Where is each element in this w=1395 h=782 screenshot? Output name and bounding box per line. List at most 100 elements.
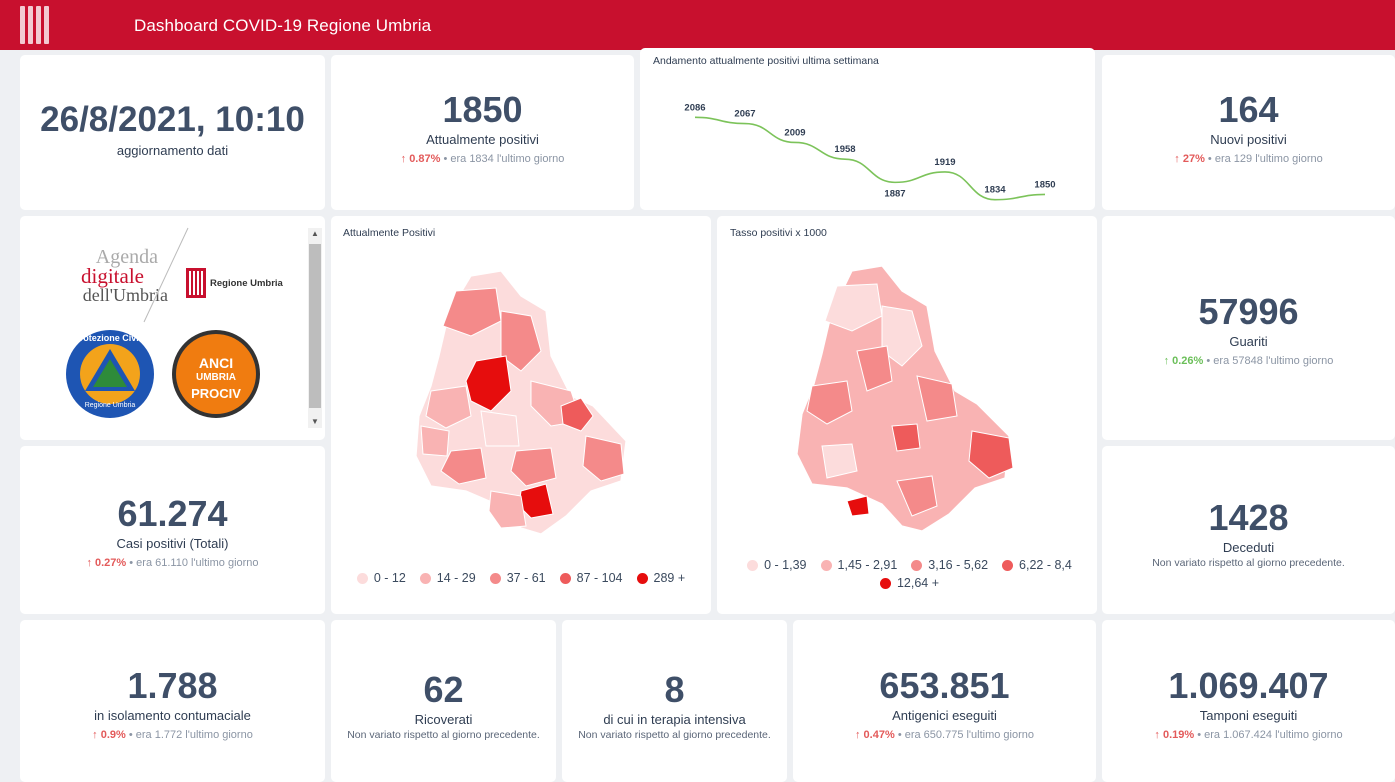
map2-legend: 0 - 1,39 1,45 - 2,91 3,16 - 5,62 6,22 - 8,4… — [737, 558, 1082, 590]
map2-legend-item[interactable]: 6,22 - 8,4 — [1002, 558, 1072, 572]
legend-swatch-icon — [747, 559, 759, 571]
regione-umbria-logo[interactable]: Regione Umbria — [186, 268, 283, 298]
antigenici-value: 653.851 — [879, 665, 1010, 706]
logo-divider — [143, 227, 189, 323]
positivi-note: • era 1834 l'ultimo giorno — [443, 153, 565, 165]
legend-swatch-icon — [911, 559, 923, 571]
scroll-down-icon[interactable]: ▼ — [311, 417, 319, 426]
antigenici-note: • era 650.775 l'ultimo giorno — [897, 729, 1035, 741]
intensiva-label: di cui in terapia intensiva — [603, 712, 746, 727]
legend-label: 37 - 61 — [506, 571, 546, 585]
scroll-thumb[interactable] — [309, 244, 321, 408]
ricoverati-card: 62 Ricoverati Non variato rispetto al gi… — [331, 620, 556, 782]
nuovi-value: 164 — [1218, 89, 1279, 130]
trend-data-label: 1834 — [984, 185, 1006, 196]
tamponi-note: • era 1.067.424 l'ultimo giorno — [1197, 729, 1343, 741]
guariti-card: 57996 Guariti ↑ 0.26% • era 57848 l'ulti… — [1102, 216, 1395, 440]
casi-label: Casi positivi (Totali) — [116, 536, 229, 551]
map2-legend-item[interactable]: 12,64 + — [879, 576, 940, 590]
agenda-word: Agenda — [95, 246, 158, 268]
anci-umbria-text: UMBRIA — [196, 372, 236, 383]
protezione-civile-logo[interactable]: Protezione Civile Regione Umbria — [65, 329, 155, 419]
anci-umbria-prociv-logo[interactable]: ANCI UMBRIA PROCIV — [171, 329, 261, 419]
map1-legend-item[interactable]: 14 - 29 — [419, 571, 476, 585]
regione-umbria-text: Regione Umbria — [210, 277, 283, 289]
regione-umbria-logo-icon[interactable] — [20, 6, 50, 44]
legend-label: 14 - 29 — [436, 571, 476, 585]
deceduti-value: 1428 — [1208, 497, 1289, 538]
intensiva-card: 8 di cui in terapia intensiva Non variat… — [562, 620, 787, 782]
app-title: Dashboard COVID-19 Regione Umbria — [134, 16, 432, 35]
intensiva-sub: Non variato rispetto al giorno precedent… — [578, 729, 771, 741]
legend-swatch-icon — [356, 572, 368, 584]
trend-series-line — [694, 116, 1046, 201]
update-card: 26/8/2021, 10:10 aggiornamento dati — [20, 55, 325, 210]
isolamento-value: 1.788 — [127, 665, 218, 706]
legend-swatch-icon — [879, 577, 891, 589]
digitale-word: digitale — [81, 264, 144, 288]
map-attualmente-positivi-card: Attualmente Positivi 0 - 12 14 - 29 37 - 6… — [331, 216, 711, 614]
map-tasso-positivi-card: Tasso positivi x 1000 0 - 1,39 1,45 - 2,9… — [717, 216, 1097, 614]
dellumbria-word: dell'Umbria — [82, 285, 168, 305]
positivi-value: 1850 — [442, 89, 523, 130]
casi-note: • era 61.110 l'ultimo giorno — [129, 557, 259, 569]
update-label: aggiornamento dati — [116, 143, 229, 158]
guariti-label: Guariti — [1229, 334, 1268, 349]
tamponi-value: 1.069.407 — [1168, 665, 1329, 706]
trend-chart-card: Andamento attualmente positivi ultima se… — [640, 48, 1095, 210]
map2-legend-item[interactable]: 3,16 - 5,62 — [911, 558, 988, 572]
tamponi-change: ↑ 0.19% • era 1.067.424 l'ultimo giorno — [1102, 729, 1395, 741]
map2-legend-item[interactable]: 0 - 1,39 — [747, 558, 807, 572]
scroll-up-icon[interactable]: ▲ — [311, 229, 319, 238]
trend-data-label: 1919 — [934, 157, 955, 168]
positivi-pct: 0.87% — [409, 153, 441, 165]
deceduti-label: Deceduti — [1222, 540, 1275, 555]
agenda-digitale-logo[interactable]: Agenda digitale dell'Umbria — [36, 246, 168, 308]
trend-line-chart[interactable]: 2086 2067 2009 1958 1887 1919 1834 1850 — [640, 48, 1095, 210]
nuovi-card: 164 Nuovi positivi ↑ 27% • era 129 l'ult… — [1102, 55, 1395, 210]
map1-legend-item[interactable]: 37 - 61 — [489, 571, 546, 585]
antigenici-change: ↑ 0.47% • era 650.775 l'ultimo giorno — [793, 729, 1096, 741]
map1-legend-item[interactable]: 87 - 104 — [559, 571, 623, 585]
legend-swatch-icon — [1002, 559, 1014, 571]
arrow-up-icon: ↑ — [1163, 355, 1170, 367]
umbria-choropleth-map-positivi[interactable] — [331, 216, 711, 614]
trend-data-label: 2067 — [734, 109, 755, 120]
deceduti-card: 1428 Deceduti Non variato rispetto al gi… — [1102, 446, 1395, 614]
legend-label: 1,45 - 2,91 — [837, 558, 898, 572]
nuovi-pct: 27% — [1182, 153, 1205, 165]
isolamento-label: in isolamento contumaciale — [94, 708, 251, 723]
umbria-choropleth-map-tasso[interactable] — [717, 216, 1097, 614]
ricoverati-value: 62 — [423, 669, 464, 710]
positivi-label: Attualmente positivi — [426, 132, 539, 147]
casi-pct: 0.27% — [95, 557, 127, 569]
top-bar: Dashboard COVID-19 Regione Umbria — [0, 0, 1395, 50]
isolamento-change: ↑ 0.9% • era 1.772 l'ultimo giorno — [20, 729, 325, 741]
tamponi-label: Tamponi eseguiti — [1199, 708, 1298, 723]
legend-swatch-icon — [820, 559, 832, 571]
isolamento-note: • era 1.772 l'ultimo giorno — [128, 729, 253, 741]
legend-label: 0 - 12 — [373, 571, 406, 585]
anci-text: ANCI — [198, 355, 234, 371]
trend-chart-title: Andamento attualmente positivi ultima se… — [653, 55, 879, 67]
legend-swatch-icon — [489, 572, 501, 584]
arrow-up-icon: ↑ — [1174, 153, 1180, 165]
legend-label: 3,16 - 5,62 — [928, 558, 989, 572]
nuovi-label: Nuovi positivi — [1210, 132, 1287, 147]
map1-legend-item[interactable]: 0 - 12 — [356, 571, 406, 585]
map1-legend-item[interactable]: 289 + — [636, 571, 686, 585]
guariti-change: ↑ 0.26% • era 57848 l'ultimo giorno — [1102, 355, 1395, 367]
legend-label: 12,64 + — [896, 576, 940, 590]
regione-umbria-emblem-icon — [186, 268, 206, 298]
nuovi-change: ↑ 27% • era 129 l'ultimo giorno — [1102, 153, 1395, 165]
trend-data-label: 1887 — [884, 188, 905, 199]
map2-legend-item[interactable]: 1,45 - 2,91 — [820, 558, 898, 572]
deceduti-sub: Non variato rispetto al giorno precedent… — [1152, 557, 1345, 569]
map1-title: Attualmente Positivi — [343, 227, 436, 239]
arrow-up-icon: ↑ — [1154, 729, 1160, 741]
logos-scrollbar[interactable]: ▲ ▼ — [308, 228, 322, 428]
anci-prociv-emblem-icon — [172, 330, 260, 418]
legend-label: 289 + — [653, 571, 686, 585]
protezione-civile-sub-text: Regione Umbria — [84, 402, 136, 409]
map2-title: Tasso positivi x 1000 — [730, 227, 827, 239]
